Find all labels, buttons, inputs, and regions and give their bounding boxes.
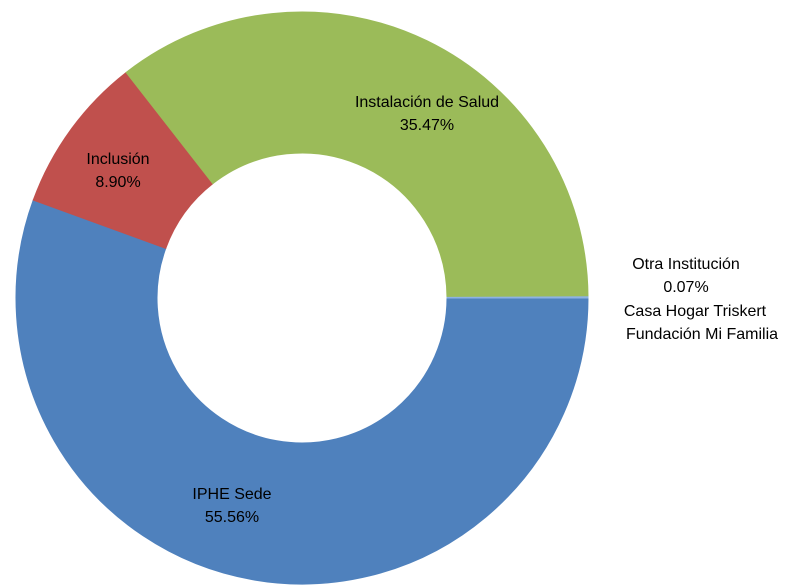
slice-label: Otra Institución xyxy=(632,256,740,273)
slice-label: Fundación Mi Familia xyxy=(626,326,778,343)
slice-label: Instalación de Salud xyxy=(355,94,499,111)
value-label: 35.47% xyxy=(400,117,454,134)
donut-slice xyxy=(15,199,589,585)
slice-label: Inclusión xyxy=(86,151,149,168)
value-label: 8.90% xyxy=(95,174,140,191)
value-label: 55.56% xyxy=(205,509,259,526)
value-label: 0.07% xyxy=(663,279,708,296)
slice-label: Casa Hogar Triskert xyxy=(624,303,767,320)
donut-slice xyxy=(446,296,589,299)
slice-label: IPHE Sede xyxy=(192,486,271,503)
donut-slice xyxy=(125,11,589,298)
